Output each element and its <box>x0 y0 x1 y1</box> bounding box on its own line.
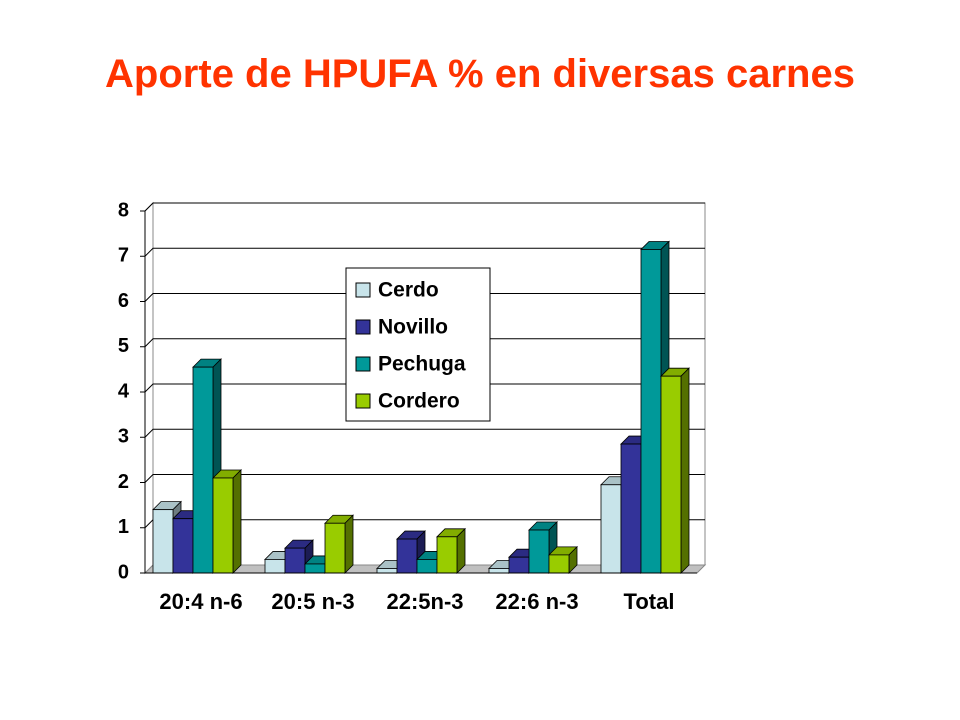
legend-label: Novillo <box>378 316 448 339</box>
grid-line <box>144 474 705 483</box>
bar-front <box>436 536 458 574</box>
legend-swatch <box>355 393 371 409</box>
y-tick-label: 4 <box>118 380 130 402</box>
bar-front <box>528 529 550 574</box>
grid-line <box>144 202 705 212</box>
grid-line <box>144 293 705 302</box>
grid-line <box>144 247 705 257</box>
legend-label: Cerdo <box>378 279 439 302</box>
bar-front <box>640 249 662 574</box>
x-tick-label: 22:5n-3 <box>386 589 463 614</box>
bar-front <box>508 556 530 574</box>
bar-side <box>456 527 466 574</box>
bar-front <box>304 563 326 574</box>
x-tick-label: Total <box>624 589 675 614</box>
bar-front <box>192 366 214 574</box>
y-tick-label: 7 <box>118 245 129 267</box>
bar-front <box>152 509 174 574</box>
x-tick-label: 22:6 n-3 <box>495 589 578 614</box>
bar-front <box>172 518 194 574</box>
bar-side <box>232 469 242 574</box>
bar <box>548 545 578 574</box>
bar-front <box>600 484 622 574</box>
x-tick-label: 20:4 n-6 <box>159 589 242 614</box>
y-tick-label: 5 <box>118 335 129 357</box>
bar-front <box>416 559 438 574</box>
y-tick-label: 8 <box>118 199 129 221</box>
bar-front <box>212 477 234 574</box>
y-tick-label: 2 <box>118 471 129 493</box>
bar-front <box>396 538 418 574</box>
grid-line <box>144 428 705 438</box>
bar-side <box>680 367 690 574</box>
legend-label: Cordero <box>378 390 460 413</box>
x-tick-label: 20:5 n-3 <box>271 589 354 614</box>
legend-swatch <box>355 319 371 335</box>
bar-side <box>344 514 354 574</box>
bar-front <box>264 559 286 574</box>
legend-swatch <box>355 282 371 298</box>
grid-line <box>144 383 705 393</box>
y-tick-label: 0 <box>118 561 129 583</box>
legend-label: Pechuga <box>378 353 466 376</box>
legend-swatch <box>355 356 371 372</box>
bar-front <box>620 443 642 574</box>
grid-line <box>144 338 705 348</box>
bar <box>212 469 242 574</box>
bar-front <box>488 568 510 574</box>
bar-front <box>284 547 306 574</box>
y-tick-label: 3 <box>118 426 129 448</box>
bar-front <box>324 522 346 574</box>
y-tick-label: 1 <box>118 516 129 538</box>
bar <box>436 527 466 574</box>
y-tick-label: 6 <box>118 290 129 312</box>
bar-front <box>548 554 570 574</box>
bar <box>324 514 354 574</box>
bar-front <box>376 568 398 574</box>
bar-front <box>660 375 682 574</box>
chart-title: Aporte de HPUFA % en diversas carnes <box>105 52 855 96</box>
bar <box>660 367 690 574</box>
